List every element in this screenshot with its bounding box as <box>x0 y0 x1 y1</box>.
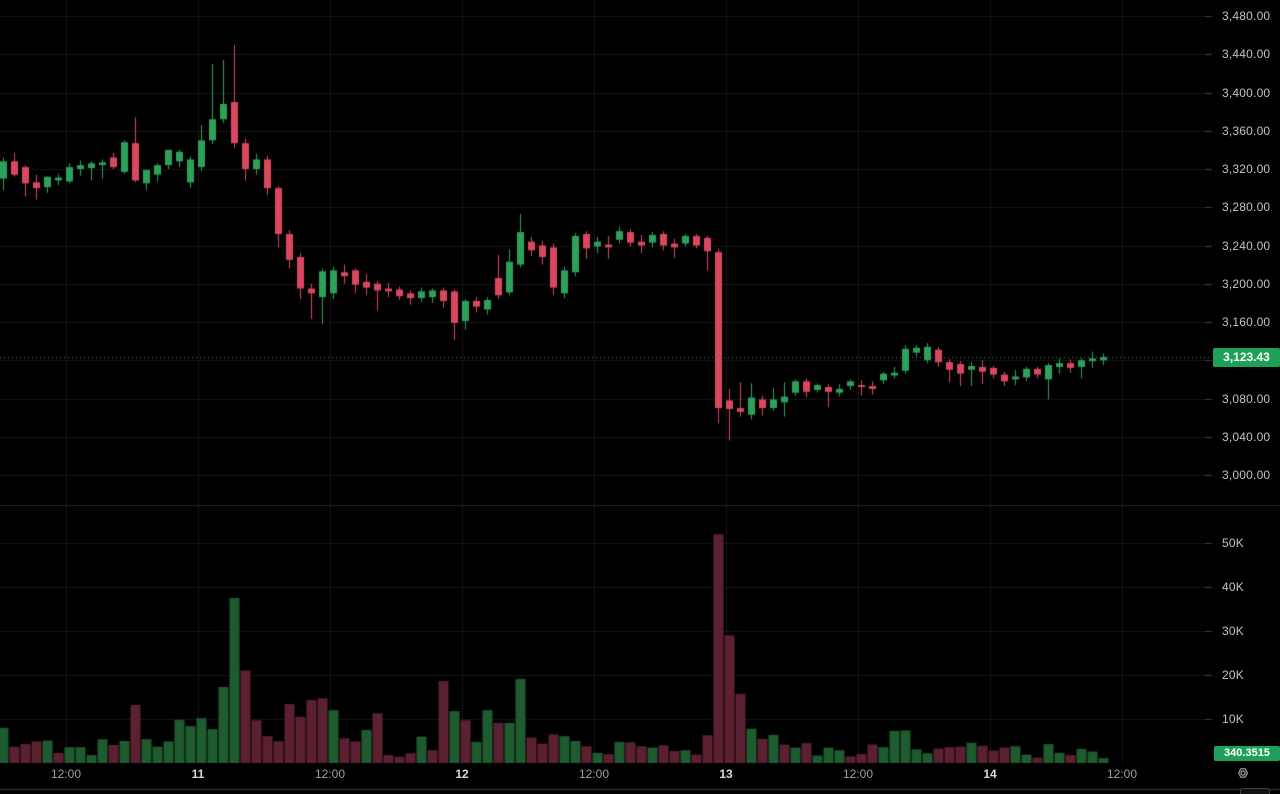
price-axis-label: 3,480.00 <box>1222 9 1271 23</box>
price-axis-label: 3,200.00 <box>1222 276 1271 291</box>
time-axis-day-label: 12 <box>455 767 469 781</box>
time-axis-label: 12:00 <box>314 767 346 781</box>
price-axis-label: 3,440.00 <box>1222 47 1271 62</box>
bottom-right-partial-button[interactable] <box>1240 788 1270 794</box>
volume-axis-label: 10K <box>1222 712 1244 726</box>
last-price-badge: 3,123.43 <box>1213 348 1280 367</box>
time-axis-label: 12:00 <box>578 767 610 781</box>
volume-axis-label: 30K <box>1222 624 1244 638</box>
price-axis-label: 3,280.00 <box>1222 200 1271 215</box>
price-axis-label: 3,360.00 <box>1222 123 1271 138</box>
time-axis-label: 12:00 <box>50 767 82 781</box>
axis-settings-gear-icon[interactable] <box>1234 764 1252 782</box>
last-volume-badge: 340.3515 <box>1214 746 1280 761</box>
time-axis-day-label: 11 <box>191 767 205 781</box>
volume-axis-label: 50K <box>1222 536 1244 550</box>
last-volume-value: 340.3515 <box>1224 747 1270 759</box>
price-axis-label: 3,040.00 <box>1222 429 1271 444</box>
time-axis-day-label: 13 <box>719 767 733 781</box>
volume-axis-label: 20K <box>1222 668 1244 682</box>
time-axis-label: 12:00 <box>842 767 874 781</box>
last-price-value: 3,123.43 <box>1223 350 1270 364</box>
time-axis-day-label: 14 <box>983 767 997 781</box>
time-axis-label: 12:00 <box>1106 767 1138 781</box>
price-axis-label: 3,160.00 <box>1222 315 1271 329</box>
price-axis-label: 3,400.00 <box>1222 85 1271 100</box>
price-axis-label: 3,320.00 <box>1222 162 1271 176</box>
price-axis-label: 3,240.00 <box>1222 238 1271 253</box>
price-axis-label: 3,000.00 <box>1222 468 1271 482</box>
volume-axis-label: 40K <box>1222 580 1244 594</box>
price-axis-label: 3,080.00 <box>1222 391 1271 406</box>
